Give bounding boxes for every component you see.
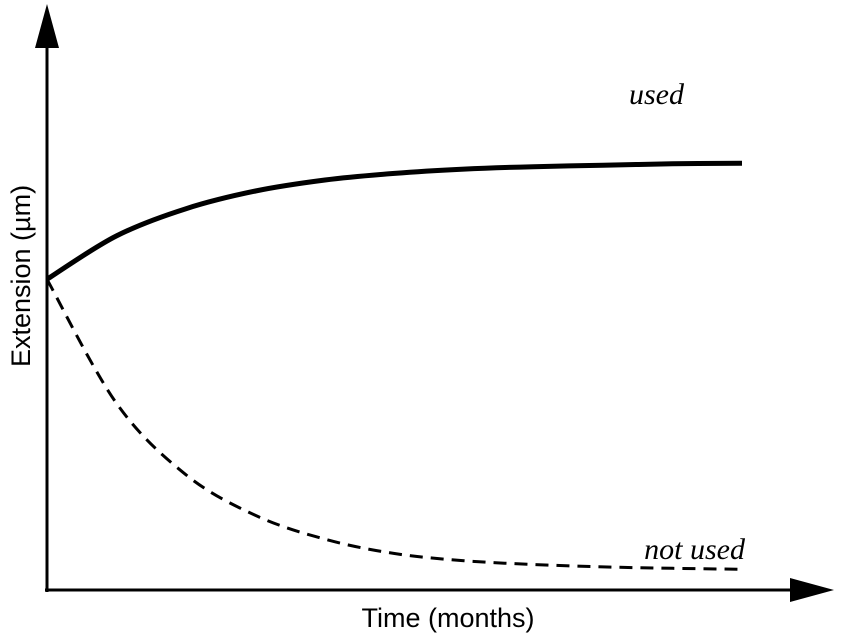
- text-layer: Time (months) Extension (µm) used not us…: [6, 78, 746, 633]
- series-layer: [45, 160, 743, 571]
- series-line-used: [45, 160, 743, 282]
- series-label-not-used: not used: [644, 533, 746, 566]
- y-axis-arrowhead: [35, 4, 59, 48]
- series-line-not-used: [45, 278, 743, 571]
- x-axis-title: Time (months): [361, 603, 534, 633]
- x-axis-arrowhead: [790, 578, 834, 602]
- axes: [35, 4, 834, 602]
- y-axis-title: Extension (µm): [6, 185, 36, 367]
- series-label-used: used: [629, 78, 685, 111]
